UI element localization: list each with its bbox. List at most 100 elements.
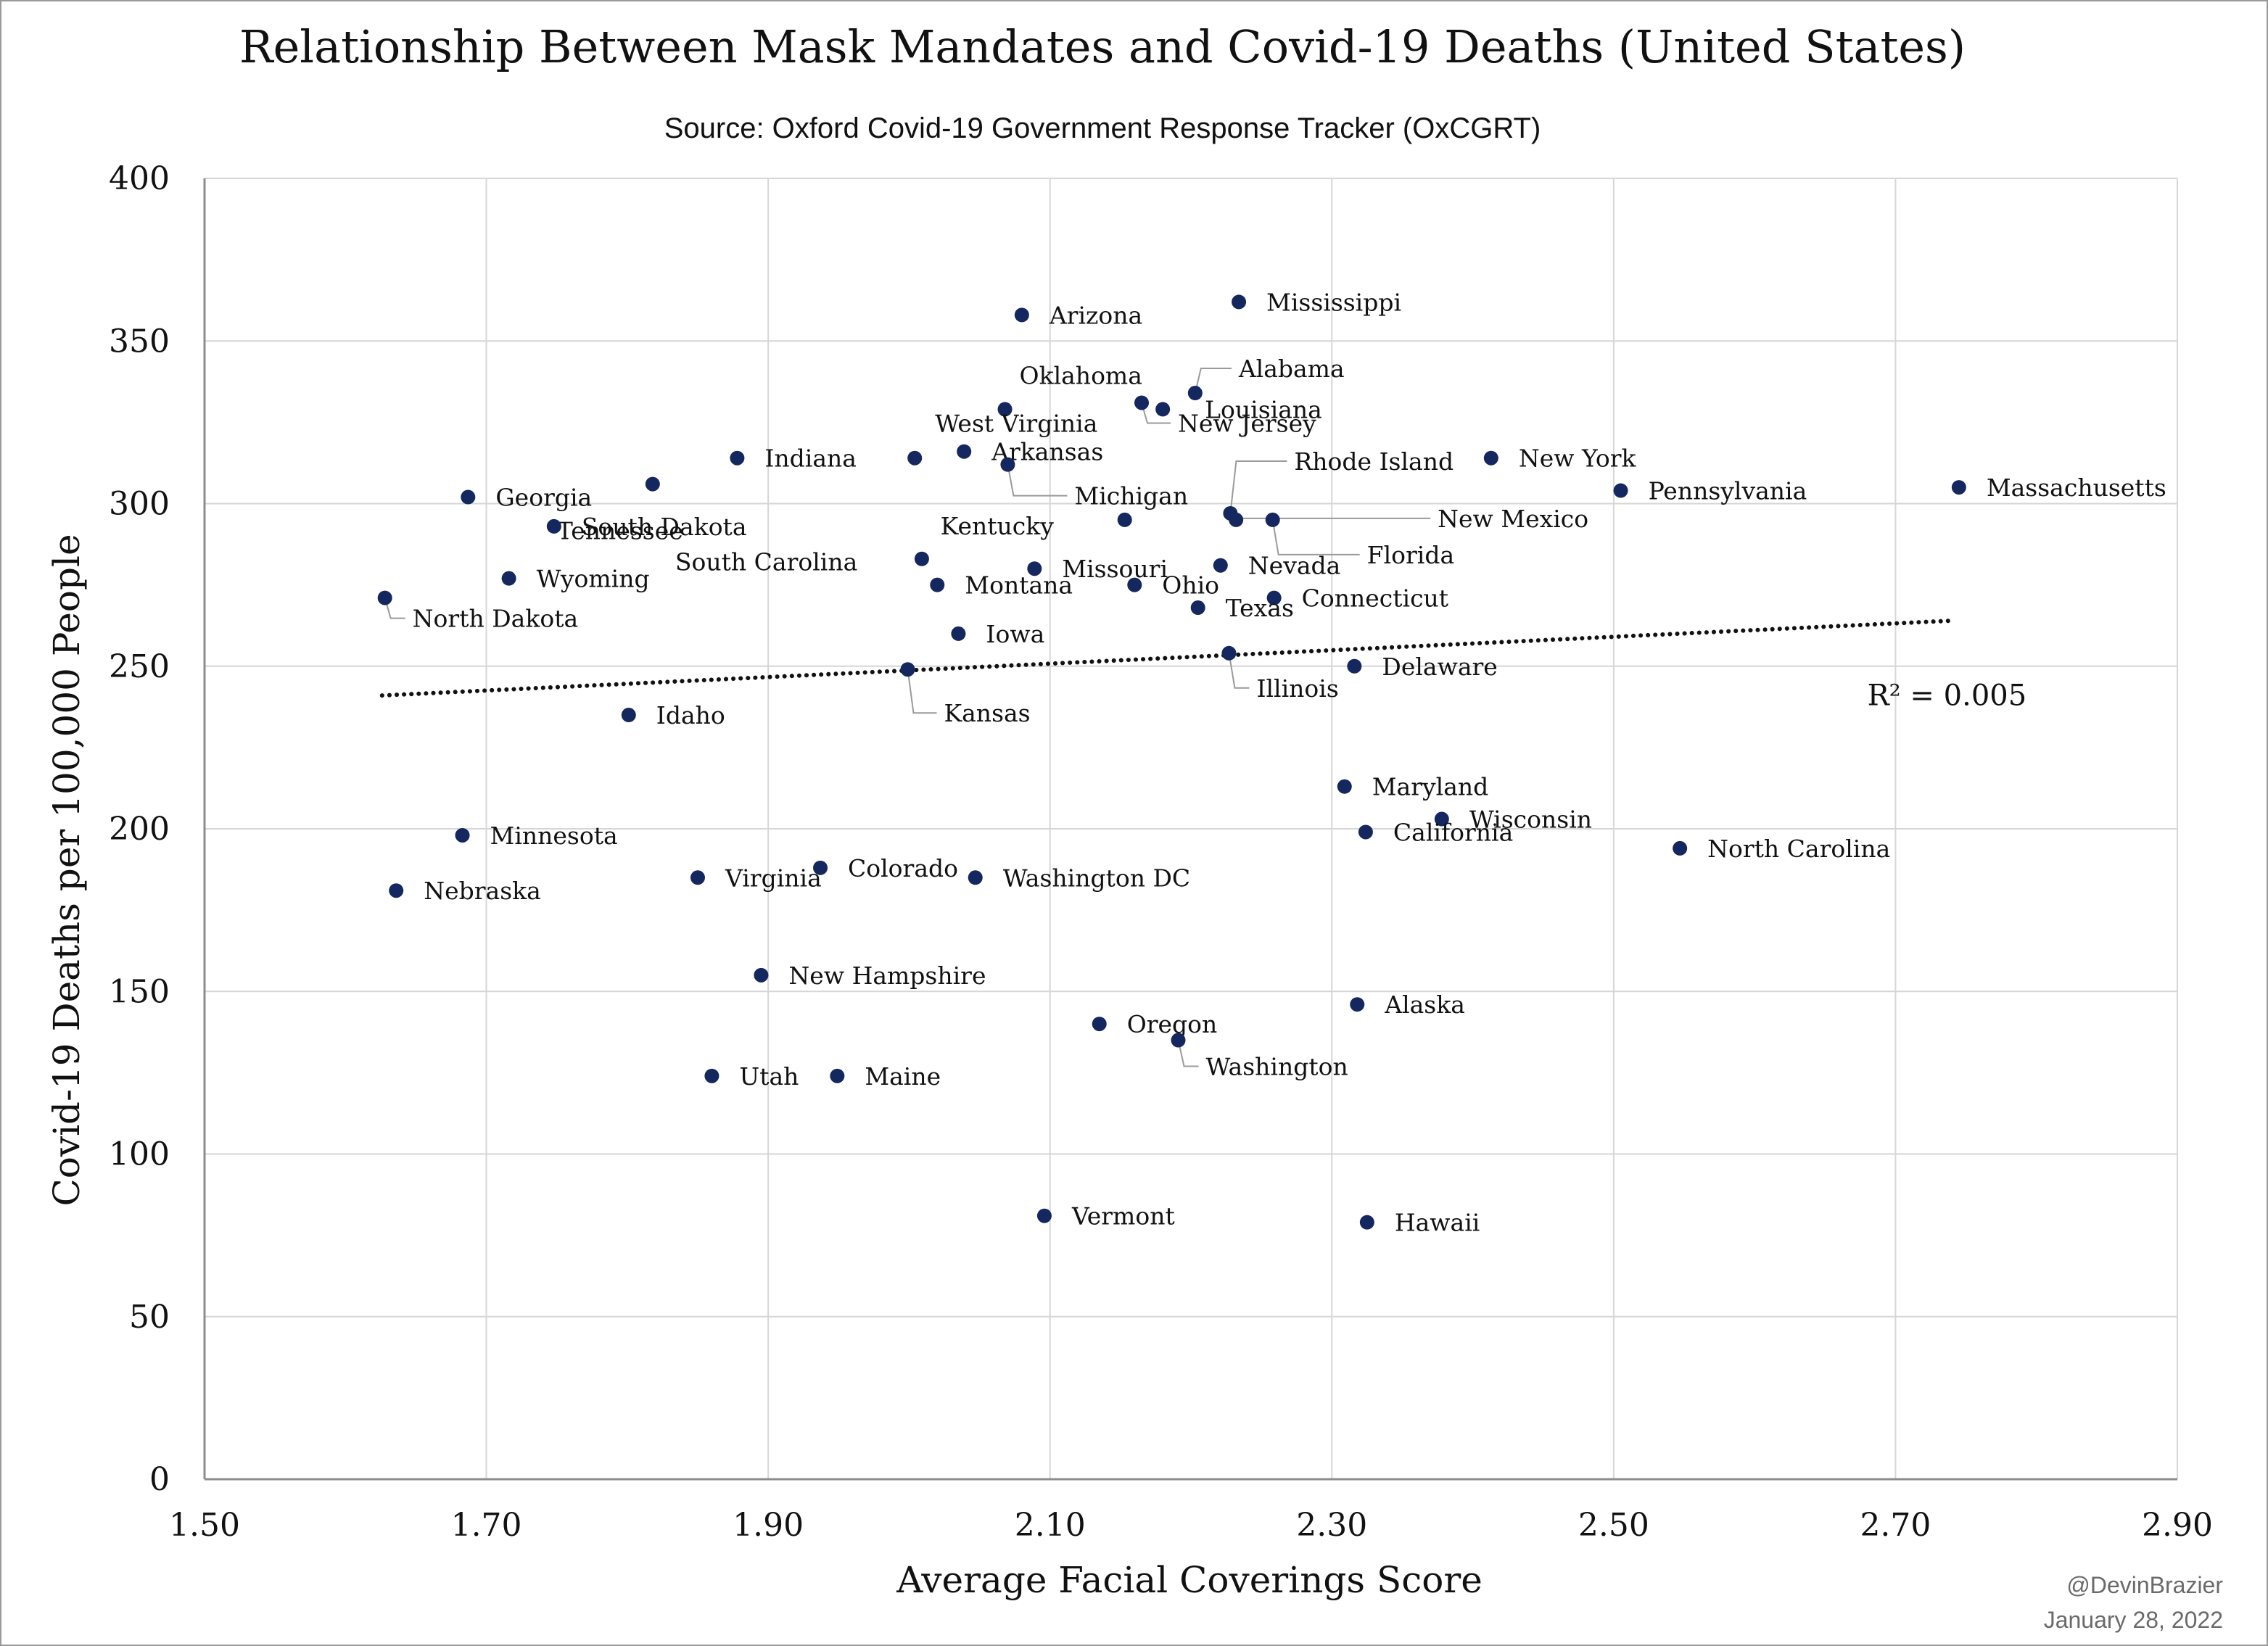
data-point <box>1673 840 1688 856</box>
data-point <box>1265 512 1280 527</box>
point-label: Arizona <box>1049 301 1142 329</box>
point-label: Missouri <box>1062 555 1168 583</box>
data-point <box>1014 307 1029 323</box>
point-label: Massachusetts <box>1987 473 2166 502</box>
data-point <box>1347 658 1362 674</box>
point-label: Vermont <box>1071 1202 1175 1231</box>
point-label: Virginia <box>725 864 822 892</box>
point-label: South Dakota <box>582 513 747 541</box>
leader-line <box>1228 653 1250 689</box>
chart-title: Relationship Between Mask Mandates and C… <box>239 20 1966 73</box>
data-point <box>704 1068 719 1083</box>
point-label: Ohio <box>1162 571 1219 600</box>
leader-line <box>1271 519 1360 555</box>
data-point <box>501 571 516 586</box>
data-point <box>1190 600 1205 616</box>
point-label: West Virginia <box>935 410 1097 438</box>
data-point <box>1117 512 1132 527</box>
point-label: New Hampshire <box>788 961 986 990</box>
leader-line <box>1229 460 1287 514</box>
data-point <box>389 883 404 898</box>
point-label: Pennsylvania <box>1649 477 1807 505</box>
y-tick-label: 0 <box>149 1461 170 1498</box>
data-point <box>957 444 972 459</box>
y-tick-label: 100 <box>109 1136 170 1173</box>
point-label: Oregon <box>1127 1010 1218 1038</box>
data-point <box>645 476 660 492</box>
point-label: Washington <box>1206 1053 1348 1081</box>
y-tick-label: 150 <box>109 973 170 1010</box>
point-label: Michigan <box>1074 482 1188 510</box>
point-label: Nebraska <box>424 877 541 905</box>
point-label: Florida <box>1367 541 1454 569</box>
point-label: Rhode Island <box>1294 447 1453 476</box>
data-point <box>997 402 1013 417</box>
data-point <box>1000 457 1015 472</box>
point-label: Wyoming <box>537 565 650 593</box>
point-label: Oklahoma <box>1020 361 1142 389</box>
data-point <box>1359 1215 1374 1230</box>
data-point <box>1434 811 1449 827</box>
point-label: Texas <box>1226 594 1294 622</box>
data-point <box>930 577 945 592</box>
x-tick-label: 2.50 <box>1578 1507 1649 1544</box>
point-label: Nevada <box>1248 552 1341 580</box>
credit: @DevinBrazier January 28, 2022 <box>2044 1568 2223 1637</box>
data-point <box>1613 483 1628 498</box>
point-label: Alabama <box>1238 355 1345 383</box>
r-squared-label: R² = 0.005 <box>1868 679 2027 713</box>
data-point <box>461 489 476 505</box>
y-tick-label: 300 <box>109 486 170 523</box>
point-label: Iowa <box>986 620 1044 648</box>
data-point <box>1036 1208 1052 1223</box>
point-label: Mississippi <box>1266 288 1401 316</box>
data-point <box>621 708 636 723</box>
data-point <box>1187 386 1203 401</box>
data-point <box>830 1068 845 1083</box>
data-point <box>1337 779 1352 794</box>
point-label: North Carolina <box>1707 835 1890 863</box>
data-point <box>968 870 983 885</box>
data-point <box>951 626 966 641</box>
point-label: Wisconsin <box>1469 806 1592 834</box>
leader-line <box>907 669 937 714</box>
point-label: New York <box>1519 444 1637 473</box>
data-point <box>907 450 923 466</box>
x-axis-label: Average Facial Coverings Score <box>896 1559 1483 1601</box>
x-tick-label: 2.30 <box>1296 1507 1367 1544</box>
point-label: Louisiana <box>1205 395 1322 423</box>
point-label: South Carolina <box>675 548 857 576</box>
data-point <box>690 870 705 885</box>
y-tick-label: 250 <box>109 648 170 685</box>
y-tick-label: 200 <box>109 811 170 848</box>
data-point <box>1134 395 1149 410</box>
data-point <box>1127 577 1142 592</box>
leader-line <box>1177 1040 1199 1067</box>
y-tick-label: 50 <box>129 1299 170 1336</box>
x-tick-label: 2.90 <box>2142 1507 2213 1544</box>
data-point <box>1213 558 1228 573</box>
data-point <box>730 450 745 466</box>
data-point <box>1221 645 1237 661</box>
point-label: Maryland <box>1372 773 1489 801</box>
data-point <box>754 967 769 983</box>
data-point <box>1350 997 1365 1012</box>
data-point <box>377 590 392 605</box>
x-tick-label: 1.70 <box>451 1507 522 1544</box>
point-label: Connecticut <box>1302 584 1448 613</box>
point-label: Indiana <box>764 444 857 473</box>
x-tick-label: 2.10 <box>1015 1507 1086 1544</box>
data-point <box>1266 590 1282 605</box>
credit-handle: @DevinBrazier <box>2066 1572 2223 1598</box>
point-label: Delaware <box>1382 653 1497 681</box>
data-point <box>1229 512 1244 527</box>
leader-line <box>1235 517 1431 521</box>
data-point <box>813 860 828 875</box>
point-label: Alaska <box>1384 991 1465 1019</box>
point-label: Kansas <box>944 699 1030 727</box>
data-point <box>1358 824 1373 840</box>
point-label: Colorado <box>848 854 958 882</box>
point-label: New Mexico <box>1438 505 1588 533</box>
